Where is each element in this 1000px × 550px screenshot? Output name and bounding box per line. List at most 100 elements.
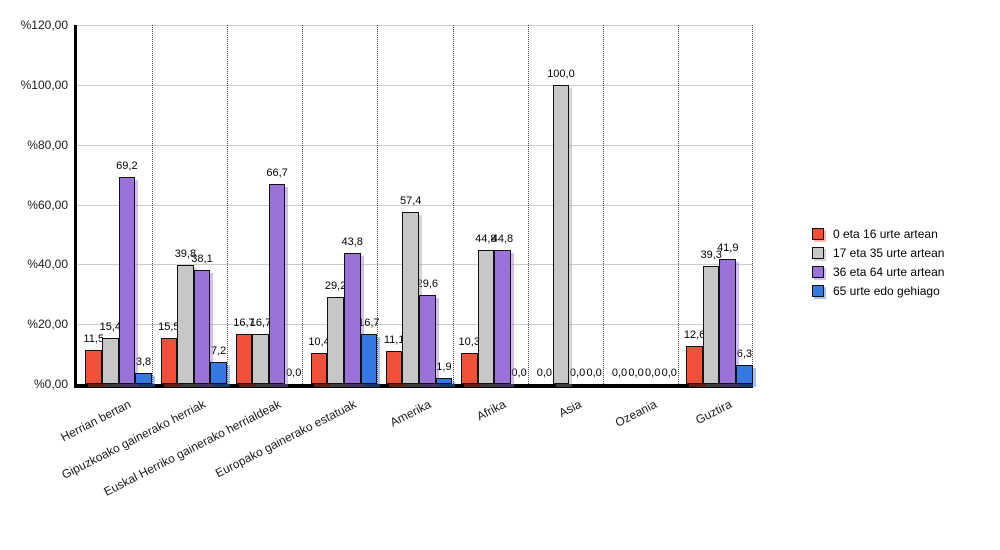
bar [343,252,361,384]
legend-item: 65 urte edo gehiago [812,285,944,297]
x-axis-category-label: Afrika [474,397,509,424]
gridline [77,204,753,206]
bar [719,258,737,384]
bar-value-label: 29,2 [324,279,347,292]
bar [85,349,102,384]
bar [385,350,403,384]
bar [310,352,328,384]
x-axis-category-label: Asia [556,397,584,421]
bar-value-label: 11,5 [83,332,104,345]
bar [686,346,703,384]
x-axis-category-label: Amerika [387,397,434,430]
category-separator [527,25,529,384]
bar-value-label: 44,8 [475,232,497,245]
bar-value-label: 7,2 [210,345,227,358]
y-axis-tick-label: %40,00 [27,257,68,272]
bar [102,337,119,384]
category-separator [602,25,604,384]
category-separator [227,25,229,384]
legend-swatch [812,247,824,259]
y-axis-tick-label: %60,00 [27,197,68,212]
bar-value-label: 16,7 [249,317,272,330]
bar [494,249,511,384]
bar [252,334,269,384]
bar-value-label: 39,3 [700,249,722,262]
bar-value-label: 1,9 [436,361,452,374]
bar-value-label: 12,6 [683,329,706,342]
bar [435,378,453,384]
bar-value-label: 16,7 [358,317,380,330]
category-separator [302,25,304,384]
gridline [77,144,753,146]
bar-value-label: 0,0 [611,367,628,379]
bar [118,176,136,384]
bar [193,270,211,384]
y-axis-tick-label: %20,00 [27,317,68,332]
bar [235,334,253,384]
bar-value-label: 0,0 [569,367,586,379]
bar [702,266,720,384]
x-axis-category-label: Ozeania [612,397,659,430]
legend-item: 36 eta 64 urte artean [812,266,944,278]
legend-label: 0 eta 16 urte artean [833,227,938,241]
bar [460,353,478,384]
category-separator [377,25,379,384]
bar-value-label: 0,0 [586,367,602,379]
category-separator [677,25,679,384]
bar-value-label: 0,0 [628,367,644,379]
bar-value-label: 38,1 [191,253,213,266]
gridline [77,25,753,26]
bar-value-label: 0,0 [536,367,552,379]
bar-value-label: 57,4 [400,195,422,208]
bar-value-label: 100,0 [547,67,575,80]
bar-value-label: 11,1 [383,333,405,346]
bar-value-label: 0,0 [645,367,661,379]
bar [268,184,286,384]
bar-value-label: 6,3 [736,348,753,361]
legend-swatch [812,285,824,297]
y-axis-tick-label: %120,00 [20,18,68,32]
legend-swatch [812,266,824,278]
legend: 0 eta 16 urte artean 17 eta 35 urte artea… [812,228,944,297]
bar-value-label: 16,7 [233,317,255,330]
bar [327,296,344,384]
bar-value-label: 41,9 [717,241,739,254]
bar [135,372,152,384]
bar [419,295,436,384]
category-separator [752,25,753,384]
bar-value-label: 15,4 [99,320,121,333]
x-axis-category-label: Europako gainerako estatuak [212,397,359,481]
legend-item: 0 eta 16 urte artean [812,228,944,240]
legend-label: 36 eta 64 urte artean [833,265,945,279]
bar-value-label: 10,3 [458,336,480,349]
bar [160,337,178,384]
plot-area: 11,5 15,4 69,2 3,8 15,5 39,8 38,1 7,2 16,7 16,7 66… [74,25,753,388]
bar [402,212,420,384]
gridline [77,84,753,86]
bar [736,365,753,384]
legend-label: 17 eta 35 urte artean [833,246,945,260]
bar-value-label: 39,8 [174,247,197,260]
bar [552,84,570,384]
bar-value-label: 15,5 [158,320,180,333]
bar-value-label: 44,8 [491,232,514,245]
x-axis-category-label: Guztira [692,397,734,428]
category-separator [152,25,154,384]
y-axis-tick-label: %80,00 [27,137,68,152]
bar [210,362,227,384]
bar-value-label: 0,0 [286,367,302,379]
legend-swatch [812,228,824,240]
bar-value-label: 10,4 [308,335,330,348]
bar-value-label: 29,6 [416,278,439,291]
legend-item: 17 eta 35 urte artean [812,247,944,259]
bar-value-label: 3,8 [135,355,152,368]
bar [177,264,194,384]
legend-label: 65 urte edo gehiago [833,284,940,298]
bar-value-label: 0,0 [511,367,527,379]
bar-value-label: 69,2 [116,159,138,172]
y-axis-tick-label: %100,00 [20,77,68,92]
bar [360,334,378,384]
bar-value-label: 66,7 [266,167,288,180]
category-separator [452,25,454,384]
